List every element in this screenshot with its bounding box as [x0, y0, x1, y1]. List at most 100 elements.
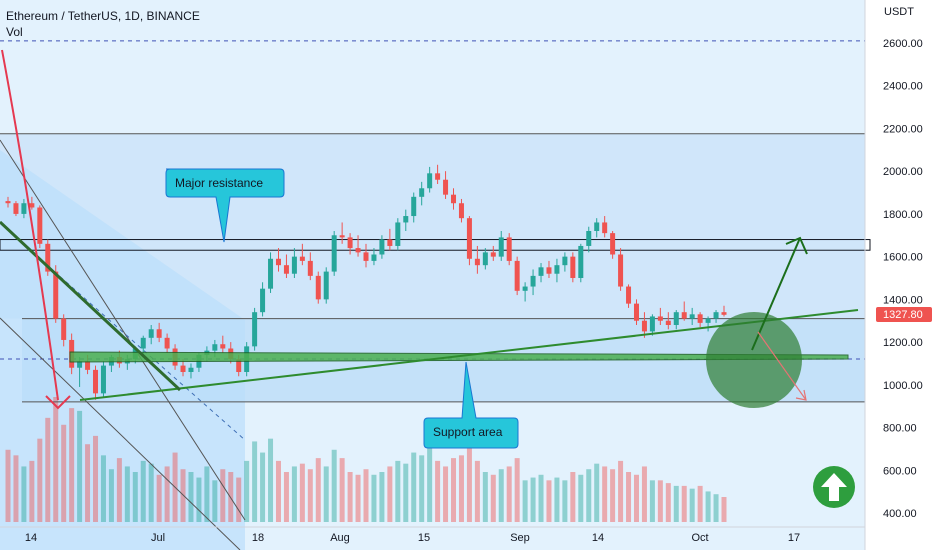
volume-bar: [387, 466, 393, 522]
candle: [435, 164, 441, 184]
candle-body: [252, 312, 258, 347]
volume-bar: [514, 458, 520, 522]
candle: [283, 254, 289, 278]
candle-body: [260, 288, 266, 313]
candle-body: [100, 365, 106, 394]
x-tick-label: Jul: [151, 532, 165, 544]
candle-body: [490, 252, 496, 257]
x-tick-label: 17: [788, 532, 800, 544]
volume-bar: [5, 449, 11, 522]
candle: [514, 256, 520, 296]
candle-body: [697, 314, 703, 323]
candle-body: [339, 235, 345, 238]
y-tick-label: 400.00: [883, 508, 917, 520]
volume-bar: [347, 472, 353, 522]
candle: [419, 181, 425, 206]
volume-bar: [713, 494, 719, 522]
candle-body: [482, 252, 488, 266]
x-tick-label: 14: [25, 532, 37, 544]
candle: [562, 252, 568, 272]
candle: [451, 188, 457, 210]
volume-indicator-label: Vol: [6, 25, 23, 39]
candle: [506, 233, 512, 266]
candle: [331, 231, 337, 276]
volume-bar: [482, 472, 488, 522]
x-tick-label: 18: [252, 532, 264, 544]
candle: [697, 312, 703, 328]
volume-bar: [570, 472, 576, 522]
candle: [323, 267, 329, 304]
y-tick-label: 1000.00: [883, 380, 923, 392]
candle: [610, 231, 616, 259]
volume-bar: [705, 491, 711, 522]
candle-body: [21, 203, 27, 214]
candle: [490, 245, 496, 261]
volume-bar: [411, 452, 417, 522]
candle: [148, 325, 154, 345]
volume-bar: [546, 480, 552, 522]
candle-body: [626, 286, 632, 304]
candle-body: [721, 312, 727, 315]
candle: [21, 198, 27, 219]
candle: [5, 196, 11, 208]
volume-bar: [379, 472, 385, 522]
price-axis: 2600.00 2400.00 2200.00 2000.00 1800.00 1600.…: [864, 0, 923, 550]
falling-trendline: [0, 220, 182, 392]
bullish-arrowhead: [785, 236, 808, 255]
candle-body: [514, 260, 520, 291]
volume-bar: [77, 410, 83, 522]
candle: [37, 205, 43, 249]
volume-bar: [458, 455, 464, 522]
candle-body: [705, 318, 711, 323]
candle: [466, 216, 472, 266]
candle: [164, 333, 170, 353]
volume-bar: [657, 480, 663, 522]
candle-body: [275, 258, 281, 266]
volume-bar: [610, 469, 616, 522]
candle-body: [387, 239, 393, 246]
volume-bar: [29, 460, 35, 522]
candle: [140, 335, 146, 355]
volume-bar: [427, 444, 433, 522]
candle-body: [5, 201, 11, 204]
volume-bar: [578, 474, 584, 522]
candle-body: [586, 231, 592, 246]
candle: [100, 361, 106, 398]
volume-bar: [69, 408, 75, 522]
volume-bar: [689, 488, 695, 522]
candle-body: [148, 329, 154, 338]
volume-bar: [435, 460, 441, 522]
candle-body: [283, 265, 289, 274]
candle: [13, 201, 19, 217]
candle: [291, 248, 297, 278]
candle: [355, 235, 361, 257]
candle-body: [156, 329, 162, 338]
volume-bar: [490, 474, 496, 522]
volume-bar: [466, 435, 472, 522]
candle: [482, 248, 488, 270]
bearish-arrow: [757, 331, 807, 401]
x-tick-label: 14: [592, 532, 604, 544]
candle-body: [458, 203, 464, 219]
volume-bar: [132, 472, 138, 522]
volume-bar: [93, 435, 99, 522]
volume-bar: [721, 497, 727, 522]
candle: [371, 248, 377, 266]
candle-body: [546, 267, 552, 274]
volume-bar: [204, 466, 210, 522]
candle-body: [538, 267, 544, 276]
candle: [363, 243, 369, 268]
candle: [268, 252, 274, 293]
candle-body: [77, 361, 83, 368]
candle: [252, 307, 258, 351]
volume-bar: [419, 455, 425, 522]
candle: [299, 243, 305, 266]
volume-bar: [618, 460, 624, 522]
resistance-label: Major resistance: [175, 176, 263, 190]
y-tick-label: 1200.00: [883, 337, 923, 349]
y-tick-label: 1600.00: [883, 252, 923, 264]
candle-body: [212, 344, 218, 351]
volume-bar: [220, 469, 226, 522]
candle-body: [474, 258, 480, 266]
